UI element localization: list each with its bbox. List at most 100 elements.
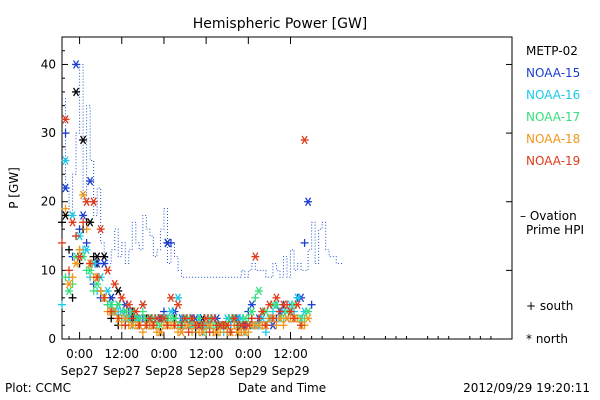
- north-point-noaa-19: [117, 293, 126, 303]
- ovation-legend: – Ovation Prime HPI: [520, 209, 584, 237]
- south-marker-legend: + south: [526, 299, 573, 313]
- north-point-noaa-18: [72, 259, 81, 268]
- north-point-noaa-19: [216, 320, 225, 330]
- x-tick-date: Sep29: [272, 364, 310, 378]
- south-point-noaa-19: [72, 232, 81, 241]
- south-point-noaa-15: [159, 307, 168, 316]
- y-tick-label: 30: [41, 126, 56, 140]
- x-tick-date: Sep27: [103, 364, 141, 378]
- plot-frame: [61, 36, 513, 340]
- south-point-noaa-15: [61, 129, 70, 138]
- north-point-noaa-19: [166, 293, 175, 303]
- footer-source: Plot: CCMC: [5, 381, 71, 395]
- north-point-noaa-15: [247, 300, 256, 310]
- x-tick-date: Sep27: [61, 364, 99, 378]
- north-point-metp-02: [100, 252, 109, 261]
- south-point-noaa-19: [121, 321, 130, 330]
- north-point-noaa-16: [166, 307, 175, 316]
- south-point-noaa-19: [142, 321, 151, 330]
- north-point-noaa-16: [103, 286, 112, 296]
- south-point-metp-02: [68, 293, 77, 302]
- north-point-noaa-19: [131, 307, 140, 316]
- north-point-noaa-19: [209, 314, 218, 323]
- legend-noaa-19: NOAA-19: [526, 154, 580, 168]
- south-point-noaa-19: [114, 314, 123, 323]
- north-point-noaa-18: [275, 314, 284, 323]
- north-point-noaa-19: [188, 314, 197, 323]
- north-point-noaa-19: [110, 279, 119, 289]
- south-point-metp-02: [58, 218, 66, 227]
- north-point-noaa-19: [89, 197, 98, 207]
- north-point-noaa-18: [184, 320, 193, 330]
- south-point-noaa-18: [61, 204, 70, 213]
- north-point-noaa-18: [65, 279, 74, 289]
- south-point-noaa-18: [82, 225, 91, 234]
- north-point-noaa-15: [107, 293, 116, 303]
- south-point-noaa-16: [268, 307, 277, 316]
- north-point-noaa-18: [240, 327, 249, 337]
- south-point-noaa-19: [177, 321, 186, 330]
- south-point-noaa-19: [149, 321, 158, 330]
- x-tick-time: 0:00: [235, 347, 262, 361]
- north-point-noaa-18: [254, 320, 263, 330]
- south-point-noaa-18: [96, 286, 105, 295]
- south-point-noaa-16: [261, 328, 270, 337]
- north-point-noaa-19: [202, 314, 211, 323]
- north-point-noaa-19: [145, 314, 154, 323]
- south-point-noaa-19: [93, 273, 102, 282]
- south-point-noaa-15: [75, 225, 84, 234]
- x-tick-time: 12:00: [189, 347, 224, 361]
- legend: METP-02 NOAA-15 NOAA-16 NOAA-17 NOAA-18 NOAA-…: [526, 44, 580, 168]
- north-point-noaa-18: [177, 327, 186, 337]
- north-point-noaa-17: [247, 307, 256, 316]
- north-point-noaa-19: [174, 300, 183, 310]
- legend-noaa-16: NOAA-16: [526, 88, 580, 102]
- north-point-noaa-19: [96, 224, 105, 234]
- north-point-noaa-19: [279, 300, 288, 310]
- south-point-noaa-18: [75, 245, 84, 254]
- north-point-noaa-17: [304, 307, 313, 316]
- north-point-noaa-17: [121, 307, 130, 316]
- south-point-noaa-15: [307, 300, 316, 309]
- north-point-noaa-19: [181, 314, 190, 323]
- north-point-noaa-17: [170, 314, 179, 323]
- north-point-noaa-17: [135, 314, 144, 323]
- north-point-noaa-18: [121, 314, 130, 323]
- north-point-noaa-15: [86, 176, 95, 186]
- y-tick-label: 20: [41, 195, 56, 209]
- south-point-noaa-17: [138, 307, 147, 316]
- y-tick-label: 10: [41, 263, 56, 277]
- north-point-noaa-15: [72, 60, 81, 69]
- north-point-noaa-19: [258, 307, 267, 316]
- data-markers: [58, 60, 316, 337]
- south-point-noaa-19: [247, 314, 256, 323]
- legend-noaa-17: NOAA-17: [526, 110, 580, 124]
- north-point-noaa-19: [223, 320, 232, 330]
- south-point-noaa-19: [184, 328, 193, 337]
- north-point-noaa-18: [79, 190, 88, 200]
- north-point-noaa-19: [293, 300, 302, 310]
- legend-noaa-18: NOAA-18: [526, 132, 580, 146]
- x-axis: 0:00 Sep27 12:00 Sep27 0:00 Sep28 12:00 Sep28 0:…: [61, 37, 492, 378]
- north-point-noaa-19: [138, 300, 147, 310]
- north-point-noaa-19: [159, 314, 168, 323]
- north-point-noaa-18: [156, 327, 165, 337]
- north-point-metp-02: [79, 135, 88, 145]
- north-point-noaa-15: [61, 183, 70, 193]
- north-point-noaa-19: [265, 300, 274, 310]
- north-point-noaa-19: [230, 314, 239, 323]
- north-point-noaa-16: [68, 211, 77, 220]
- y-axis-label: P [GW]: [7, 167, 21, 209]
- south-point-noaa-19: [86, 259, 95, 268]
- north-point-noaa-19: [152, 314, 161, 323]
- south-point-noaa-17: [195, 314, 204, 323]
- north-point-noaa-17: [65, 286, 74, 296]
- north-point-metp-02: [114, 286, 123, 296]
- north-point-noaa-17: [93, 279, 102, 289]
- south-point-noaa-19: [135, 321, 144, 330]
- north-point-noaa-15: [79, 211, 88, 220]
- north-point-noaa-18: [198, 327, 207, 337]
- north-point-metp-02: [93, 252, 102, 261]
- x-tick-date: Sep29: [229, 364, 267, 378]
- north-point-noaa-19: [75, 252, 84, 261]
